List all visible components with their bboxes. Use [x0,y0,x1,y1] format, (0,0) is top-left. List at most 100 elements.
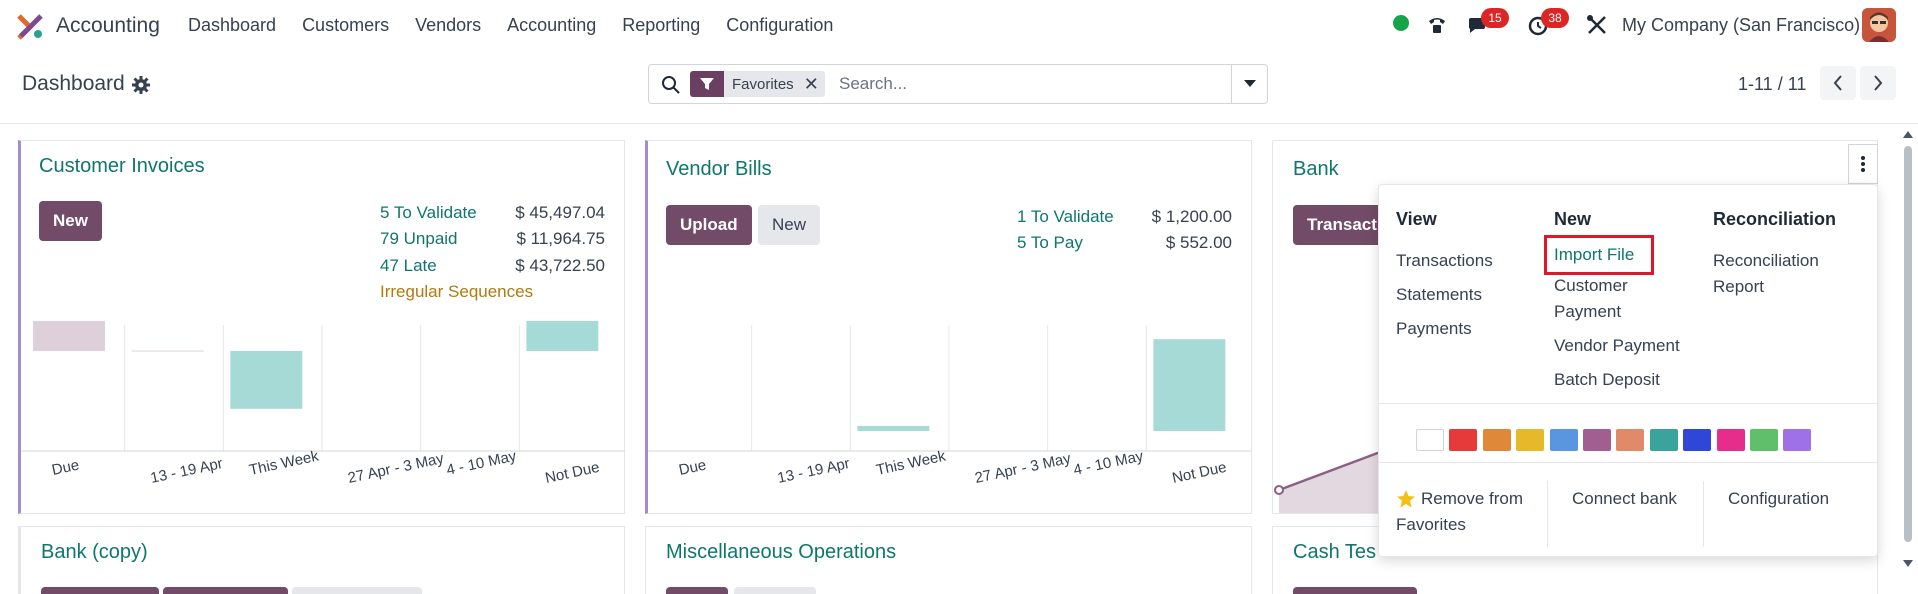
app-name[interactable]: Accounting [56,14,160,37]
company-switcher[interactable]: My Company (San Francisco) [1622,15,1861,35]
new-invoice-button[interactable]: New [39,201,102,241]
invoices-chart-tick-label-0: Due [50,457,80,479]
configuration-item[interactable]: Configuration [1728,489,1830,508]
tools-icon[interactable] [1585,13,1609,37]
phone-icon[interactable] [1425,13,1449,37]
batch-deposit-item[interactable]: Batch Deposit [1554,370,1660,389]
pager-next-button[interactable] [1860,66,1896,100]
new-bill-button[interactable]: New [758,205,821,245]
bills-to-validate-link[interactable]: 1 To Validate [1017,207,1114,226]
bills-to-pay-link[interactable]: 5 To Pay [1017,233,1083,252]
color-swatch-5[interactable] [1583,429,1611,451]
bills-chart-bar-5[interactable] [1153,339,1226,431]
menu-vendors[interactable]: Vendors [415,15,482,35]
misc-button-1[interactable] [666,587,728,594]
page-title: Dashboard [22,72,125,95]
vendor-bills-card: Vendor Bills Upload New 1 To Validate $ … [645,140,1252,514]
search-options-toggle[interactable] [1231,65,1267,103]
bank-copy-title[interactable]: Bank (copy) [41,541,148,563]
filter-icon [690,71,724,97]
customer-invoices-title[interactable]: Customer Invoices [39,155,205,177]
reconciliation-heading: Reconciliation [1713,209,1837,229]
search-input[interactable] [839,73,1219,95]
view-heading: View [1396,209,1437,229]
color-swatch-0[interactable] [1416,429,1444,451]
cash-button[interactable] [1293,587,1417,594]
page-scrollbar[interactable] [1902,128,1914,572]
upload-bill-button[interactable]: Upload [666,205,752,245]
invoices-chart-bar-5[interactable] [526,321,599,351]
user-avatar[interactable] [1862,8,1896,42]
gear-icon[interactable] [132,76,150,94]
scroll-down-icon[interactable] [1903,560,1913,568]
irregular-sequences-link[interactable]: Irregular Sequences [380,282,534,301]
color-swatch-1[interactable] [1449,429,1478,451]
import-file-item[interactable]: Import File [1554,245,1635,264]
activities-badge: 38 [1541,8,1569,28]
customer-payment-item-line1[interactable]: Customer [1554,276,1628,295]
bills-aging-chart: Due 13 - 19 Apr This Week 27 Apr - 3 May 4 -… [648,325,1252,487]
view-payments-item[interactable]: Payments [1396,319,1472,338]
invoices-chart-tick-label-4: 4 - 10 May [445,447,518,478]
color-swatch-10[interactable] [1750,429,1778,451]
connect-bank-item[interactable]: Connect bank [1572,489,1677,508]
menu-configuration[interactable]: Configuration [726,15,834,35]
chevron-left-icon [1833,75,1842,91]
color-swatch-7[interactable] [1649,429,1678,451]
messages-icon[interactable] [1466,13,1490,37]
invoices-aging-chart: Due 13 - 19 Apr This Week 27 Apr - 3 May 4 -… [21,321,625,487]
bills-chart-tick-label-2: This Week [875,448,948,479]
bank-card-options-button[interactable] [1848,144,1878,184]
star-icon[interactable] [1396,489,1416,509]
invoices-chart-bar-1[interactable] [131,350,204,352]
invoices-chart-bar-0[interactable] [33,321,105,351]
accounting-logo-icon[interactable] [16,12,44,40]
menu-reporting[interactable]: Reporting [622,15,701,35]
view-statements-item[interactable]: Statements [1396,285,1482,304]
bills-chart-bar-2[interactable] [857,425,930,431]
cash-title[interactable]: Cash Tes [1293,541,1377,563]
invoices-to-validate-link[interactable]: 5 To Validate [380,203,477,222]
color-swatch-6[interactable] [1616,429,1645,451]
invoices-chart-tick-label-5: Not Due [544,459,601,487]
bank-title[interactable]: Bank [1293,158,1339,180]
scroll-thumb[interactable] [1904,146,1912,542]
scroll-up-icon[interactable] [1903,130,1913,138]
bills-chart-tick-label-5: Not Due [1171,459,1228,487]
color-swatch-8[interactable] [1683,429,1712,451]
remove-favorites-line2[interactable]: Favorites [1396,515,1466,534]
reconciliation-report-item-line1[interactable]: Reconciliation [1713,251,1819,270]
menu-customers[interactable]: Customers [302,15,390,35]
misc-button-2[interactable] [734,587,816,594]
color-swatch-11[interactable] [1783,429,1812,451]
invoices-chart-bar-2[interactable] [230,351,303,409]
dropdown-vertical-separator [1703,481,1704,547]
facet-remove-icon[interactable]: ✕ [803,73,819,94]
customer-payment-item-line2[interactable]: Payment [1554,302,1622,321]
misc-operations-title[interactable]: Miscellaneous Operations [666,541,897,563]
remove-favorites-line1[interactable]: Remove from [1421,489,1524,508]
bank-copy-button-1[interactable] [41,587,159,594]
bank-transactions-button[interactable]: Transacti [1293,205,1383,245]
view-transactions-item[interactable]: Transactions [1396,251,1493,270]
bank-copy-button-2[interactable] [163,587,288,594]
search-icon[interactable] [661,75,681,95]
caret-down-icon [1243,80,1256,87]
color-swatch-9[interactable] [1716,429,1745,451]
import-file-highlight [1544,235,1654,275]
menu-dashboard[interactable]: Dashboard [188,15,277,35]
pager-previous-button[interactable] [1820,66,1856,100]
reconciliation-report-item-line2[interactable]: Report [1713,277,1765,296]
menu-accounting[interactable]: Accounting [507,15,597,35]
vendor-payment-item[interactable]: Vendor Payment [1554,336,1680,355]
vendor-bills-title[interactable]: Vendor Bills [666,158,772,180]
color-swatch-3[interactable] [1516,429,1545,451]
color-swatch-4[interactable] [1549,429,1578,451]
presence-status-icon[interactable] [1393,15,1409,31]
invoices-unpaid-link[interactable]: 79 Unpaid [380,229,458,248]
bank-copy-button-3[interactable] [292,587,422,594]
color-swatch-2[interactable] [1482,429,1511,451]
invoices-late-link[interactable]: 47 Late [380,256,437,275]
pager-value[interactable]: 1-11 / 11 [1738,74,1807,94]
invoices-to-validate-amount: $ 45,497.04 [515,203,605,222]
